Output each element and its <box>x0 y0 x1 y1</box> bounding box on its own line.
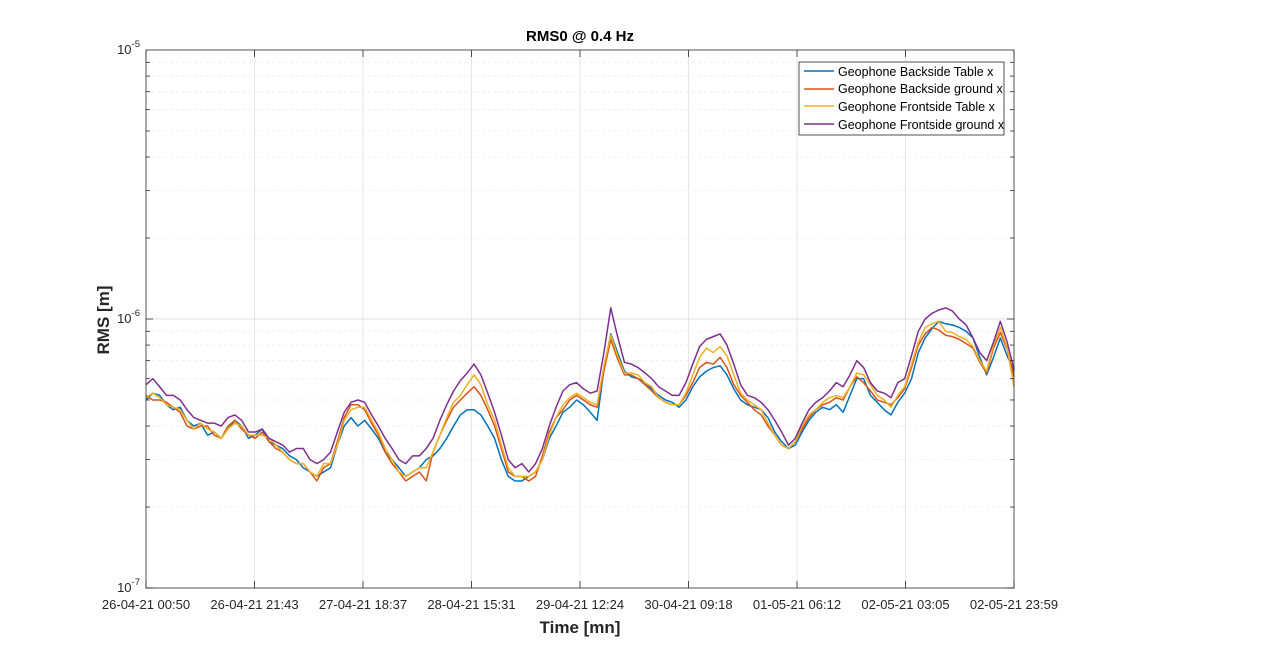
legend-label-backside-table: Geophone Backside Table x <box>838 65 994 79</box>
legend-box <box>798 61 1005 136</box>
legend-label-frontside-table: Geophone Frontside Table x <box>838 100 996 114</box>
x-axis-label: Time [mn] <box>540 618 621 637</box>
series-lines <box>145 307 1015 482</box>
axis-ticks <box>145 50 1015 589</box>
x-tick-label: 02-05-21 03:05 <box>861 597 949 612</box>
series-line-backside-table <box>145 320 1015 482</box>
y-tick-label: 10-7 <box>117 577 140 595</box>
legend-label-backside-ground: Geophone Backside ground x <box>838 82 1003 96</box>
legend-label-frontside-ground: Geophone Frontside ground x <box>838 118 1005 132</box>
y-tick-label: 10-5 <box>117 39 140 57</box>
series-line-frontside-table <box>145 320 1015 478</box>
y-tick-label: 10-6 <box>117 308 140 326</box>
x-tick-labels: 26-04-21 00:50 26-04-21 21:43 27-04-21 18:… <box>102 597 1058 612</box>
x-tick-label: 28-04-21 15:31 <box>427 597 515 612</box>
x-tick-label: 01-05-21 06:12 <box>753 597 841 612</box>
y-tick-labels: 10-7 10-6 10-5 <box>117 39 140 595</box>
x-tick-label: 29-04-21 12:24 <box>536 597 624 612</box>
x-tick-label: 26-04-21 00:50 <box>102 597 190 612</box>
x-tick-label: 02-05-21 23:59 <box>970 597 1058 612</box>
x-tick-label: 26-04-21 21:43 <box>210 597 298 612</box>
series-line-frontside-ground <box>145 307 1015 473</box>
x-tick-label: 30-04-21 09:18 <box>644 597 732 612</box>
legend: Geophone Backside Table x Geophone Backs… <box>798 61 1005 136</box>
chart-title: RMS0 @ 0.4 Hz <box>526 28 634 45</box>
x-tick-label: 27-04-21 18:37 <box>319 597 407 612</box>
y-axis-label: RMS [m] <box>94 286 113 355</box>
